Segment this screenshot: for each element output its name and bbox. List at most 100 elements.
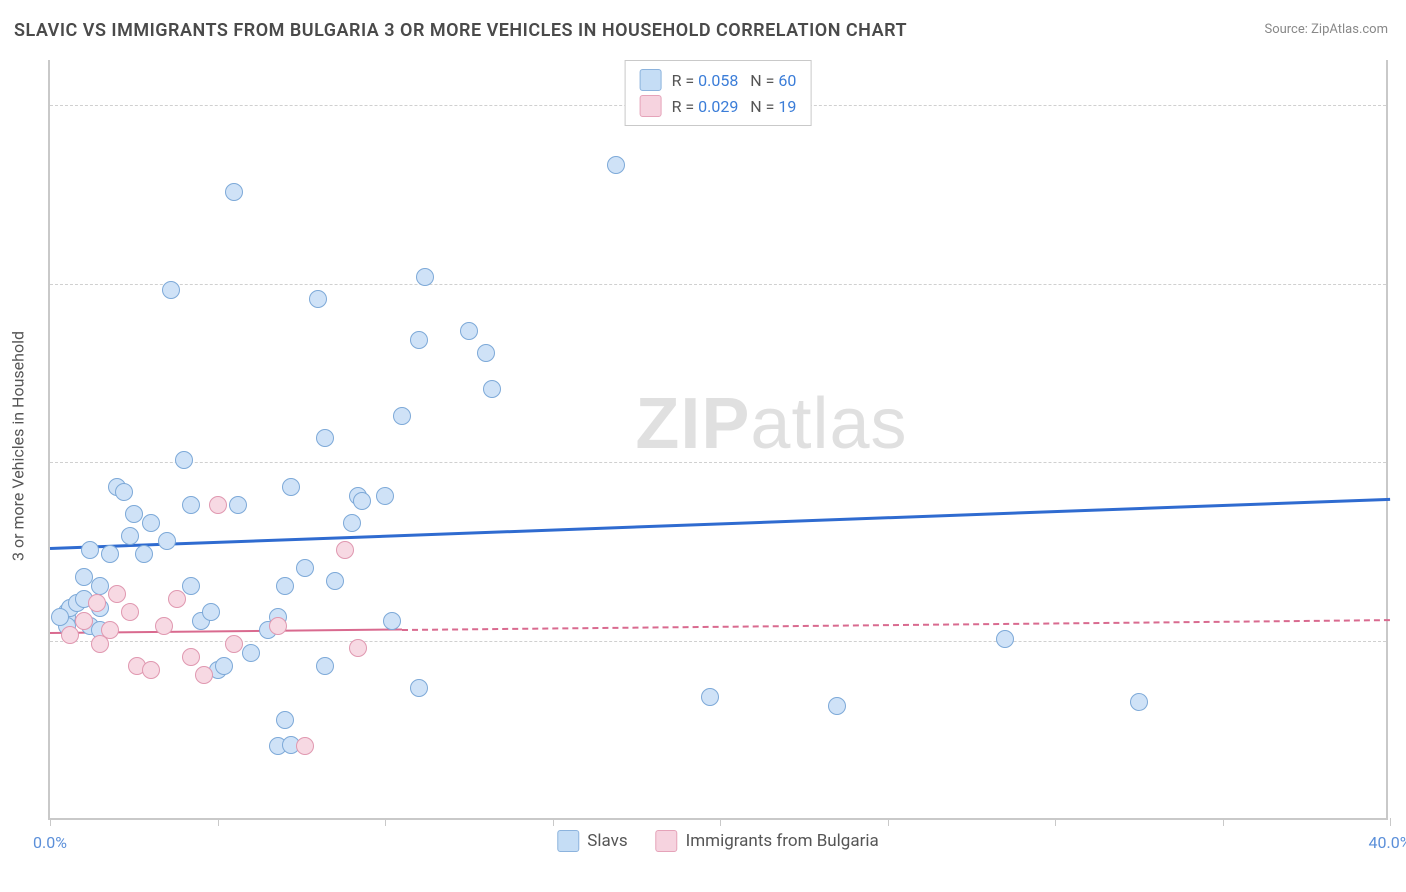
- trend-line: [402, 619, 1390, 631]
- data-point: [75, 568, 93, 586]
- data-point: [125, 505, 143, 523]
- data-point: [416, 268, 434, 286]
- data-point: [61, 626, 79, 644]
- data-point: [195, 666, 213, 684]
- x-tick: [720, 818, 721, 826]
- grid-line: [50, 284, 1386, 285]
- data-point: [182, 648, 200, 666]
- x-tick: [385, 818, 386, 826]
- data-point: [155, 617, 173, 635]
- data-point: [477, 344, 495, 362]
- grid-line: [50, 641, 1386, 642]
- data-point: [996, 630, 1014, 648]
- x-tick-label: 40.0%: [1369, 833, 1406, 852]
- data-point: [91, 635, 109, 653]
- data-point: [316, 657, 334, 675]
- data-point: [168, 590, 186, 608]
- data-point: [81, 541, 99, 559]
- data-point: [182, 577, 200, 595]
- y-tick-label: 40.0%: [1396, 453, 1406, 472]
- data-point: [202, 603, 220, 621]
- data-point: [282, 478, 300, 496]
- data-point: [828, 697, 846, 715]
- data-point: [225, 183, 243, 201]
- x-tick: [553, 818, 554, 826]
- data-point: [108, 585, 126, 603]
- legend-row-slavs: R = 0.058 N = 60: [640, 67, 797, 93]
- data-point: [142, 661, 160, 679]
- correlation-legend: R = 0.058 N = 60 R = 0.029 N = 19: [625, 60, 812, 126]
- series-swatch-bulgaria: [656, 830, 678, 852]
- legend-row-bulgaria: R = 0.029 N = 19: [640, 93, 797, 119]
- data-point: [393, 407, 411, 425]
- data-point: [121, 527, 139, 545]
- series-legend-bulgaria: Immigrants from Bulgaria: [656, 830, 879, 852]
- data-point: [460, 322, 478, 340]
- data-point: [349, 639, 367, 657]
- data-point: [101, 545, 119, 563]
- data-point: [276, 577, 294, 595]
- series-label-bulgaria: Immigrants from Bulgaria: [686, 831, 879, 851]
- data-point: [142, 514, 160, 532]
- x-tick: [1055, 818, 1056, 826]
- data-point: [75, 612, 93, 630]
- legend-swatch-slavs: [640, 69, 662, 91]
- series-legend: Slavs Immigrants from Bulgaria: [557, 830, 878, 852]
- series-legend-slavs: Slavs: [557, 830, 627, 852]
- x-tick: [888, 818, 889, 826]
- chart-title: SLAVIC VS IMMIGRANTS FROM BULGARIA 3 OR …: [14, 20, 907, 41]
- data-point: [182, 496, 200, 514]
- data-point: [276, 711, 294, 729]
- data-point: [269, 617, 287, 635]
- data-point: [158, 532, 176, 550]
- data-point: [343, 514, 361, 532]
- x-tick-label: 0.0%: [33, 833, 67, 852]
- data-point: [229, 496, 247, 514]
- data-point: [175, 451, 193, 469]
- legend-text-bulgaria: R = 0.029 N = 19: [672, 97, 797, 116]
- data-point: [326, 572, 344, 590]
- scatter-plot-area: R = 0.058 N = 60 R = 0.029 N = 19 ZIPatl…: [48, 60, 1388, 820]
- legend-swatch-bulgaria: [640, 95, 662, 117]
- data-point: [309, 290, 327, 308]
- legend-text-slavs: R = 0.058 N = 60: [672, 71, 797, 90]
- x-tick: [1390, 818, 1391, 826]
- data-point: [51, 608, 69, 626]
- data-point: [115, 483, 133, 501]
- data-point: [296, 559, 314, 577]
- data-point: [607, 156, 625, 174]
- data-point: [121, 603, 139, 621]
- y-tick-label: 80.0%: [1396, 95, 1406, 114]
- x-tick: [218, 818, 219, 826]
- series-label-slavs: Slavs: [587, 831, 627, 851]
- data-point: [353, 492, 371, 510]
- series-swatch-slavs: [557, 830, 579, 852]
- data-point: [316, 429, 334, 447]
- data-point: [215, 657, 233, 675]
- data-point: [701, 688, 719, 706]
- y-tick-label: 60.0%: [1396, 274, 1406, 293]
- data-point: [162, 281, 180, 299]
- data-point: [483, 380, 501, 398]
- data-point: [336, 541, 354, 559]
- data-point: [1130, 693, 1148, 711]
- watermark: ZIPatlas: [635, 383, 907, 465]
- data-point: [410, 331, 428, 349]
- y-tick-label: 20.0%: [1396, 632, 1406, 651]
- y-axis-label: 3 or more Vehicles in Household: [9, 331, 28, 561]
- data-point: [135, 545, 153, 563]
- data-point: [242, 644, 260, 662]
- grid-line: [50, 462, 1386, 463]
- data-point: [209, 496, 227, 514]
- source-attribution: Source: ZipAtlas.com: [1264, 22, 1388, 37]
- x-tick: [50, 818, 51, 826]
- data-point: [296, 737, 314, 755]
- trend-line: [50, 498, 1390, 550]
- data-point: [225, 635, 243, 653]
- data-point: [410, 679, 428, 697]
- data-point: [88, 594, 106, 612]
- data-point: [383, 612, 401, 630]
- x-tick: [1223, 818, 1224, 826]
- data-point: [376, 487, 394, 505]
- data-point: [91, 577, 109, 595]
